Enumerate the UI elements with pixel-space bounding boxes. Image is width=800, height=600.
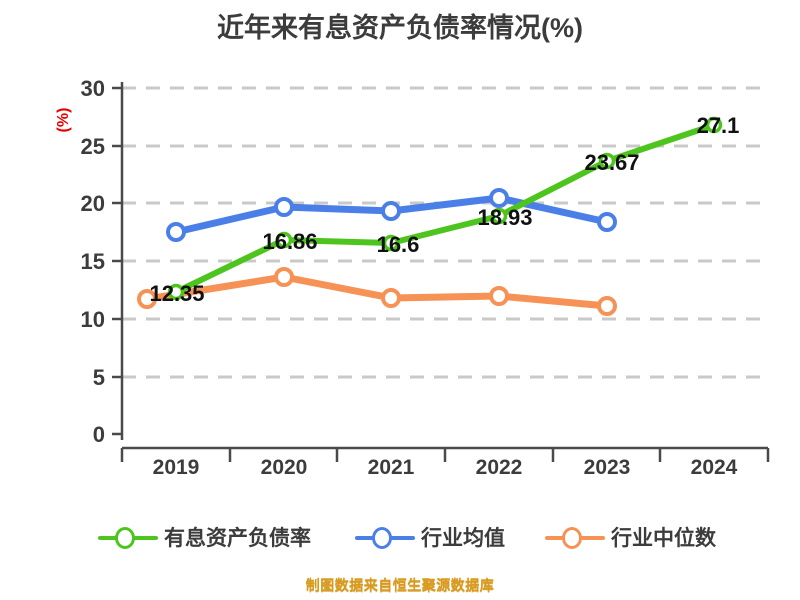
y-tick-5: 5 — [93, 365, 105, 390]
data-point-average-2020 — [274, 197, 294, 217]
data-point-ratio-2020 — [275, 231, 293, 249]
footnote-text-shadow: 制图数据来自恒生聚源数据库 — [305, 578, 495, 594]
x-tick-2024: 2024 — [691, 456, 738, 479]
data-point-average-2022 — [489, 188, 509, 208]
y-tick-20: 20 — [81, 191, 105, 216]
data-point-median-2020 — [274, 267, 294, 287]
x-tick-2022: 2022 — [476, 456, 523, 479]
data-point-ratio-2023 — [598, 152, 616, 170]
data-point-median-2023 — [597, 296, 617, 316]
chart-title: 近年来有息资产负债率情况(%) — [217, 13, 583, 43]
data-point-average-2023 — [597, 212, 617, 232]
data-point-ratio-2021 — [382, 234, 400, 252]
x-tick-2020: 2020 — [261, 456, 308, 479]
y-tick-30: 30 — [81, 76, 105, 101]
data-point-median-2022 — [489, 286, 509, 306]
y-tick-0: 0 — [93, 422, 105, 447]
legend-item-interest-bearing-debt-ratio[interactable]: 有息资产负债率 — [98, 518, 311, 558]
x-tick-2021: 2021 — [368, 456, 415, 479]
data-point-median-2021 — [381, 288, 401, 308]
data-label-2020: 16.86 — [262, 229, 317, 254]
legend-marker-blue-icon — [355, 525, 415, 551]
data-point-ratio-2019 — [167, 283, 185, 301]
series-line-industry-average — [166, 188, 617, 242]
series-line-interest-bearing-debt-ratio — [167, 116, 723, 301]
footnote-source: 制图数据来自恒生聚源数据库 制图数据来自恒生聚源数据库 — [0, 575, 800, 595]
data-label-2023: 23.67 — [584, 150, 639, 175]
legend-item-industry-average[interactable]: 行业均值 — [355, 518, 505, 558]
data-point-average-2021 — [381, 201, 401, 221]
data-point-median-2019 — [137, 289, 157, 309]
x-tick-2019: 2019 — [153, 456, 200, 479]
data-point-ratio-2024 — [705, 116, 723, 134]
legend-marker-orange-icon — [545, 525, 605, 551]
y-tick-15: 15 — [81, 249, 105, 274]
y-axis — [112, 82, 124, 440]
legend: 有息资产负债率 行业均值 行业中位数 — [0, 518, 800, 560]
data-label-2024: 27.1 — [697, 113, 740, 138]
legend-label-interest-bearing-debt-ratio: 有息资产负债率 — [164, 526, 311, 550]
x-axis — [120, 446, 770, 462]
data-label-2022: 18.93 — [477, 205, 532, 230]
legend-label-industry-median: 行业中位数 — [611, 526, 716, 550]
footnote-text: 制图数据来自恒生聚源数据库 — [305, 577, 495, 593]
legend-label-industry-average: 行业均值 — [421, 526, 505, 550]
data-label-2021: 16.6 — [377, 232, 420, 257]
y-tick-25: 25 — [81, 134, 105, 159]
data-point-ratio-2022 — [490, 207, 508, 225]
legend-item-industry-median[interactable]: 行业中位数 — [545, 518, 716, 558]
data-point-average-2019 — [166, 222, 186, 242]
x-tick-2023: 2023 — [584, 456, 631, 479]
legend-marker-green-icon — [98, 525, 158, 551]
y-tick-10: 10 — [81, 307, 105, 332]
series-line-industry-median — [137, 267, 617, 316]
data-label-2019: 12.35 — [149, 281, 204, 306]
